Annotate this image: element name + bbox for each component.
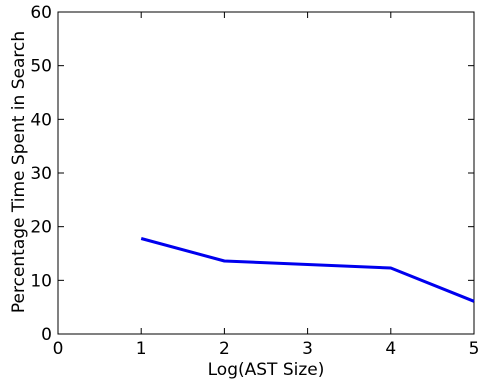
x-tick-label: 1 [136,339,147,359]
y-tick-label: 40 [30,110,52,130]
y-tick-label: 50 [30,57,52,77]
y-tick-label: 30 [30,164,52,184]
y-tick-label: 20 [30,218,52,238]
y-tick-label: 10 [30,271,52,291]
y-tick-label: 60 [30,3,52,23]
y-tick-label: 0 [41,325,52,345]
x-axis-title: Log(AST Size) [208,360,325,380]
plot-area [57,11,475,335]
x-tick-label: 2 [219,339,230,359]
plot-frame [57,11,475,335]
x-tick-label: 0 [53,339,64,359]
series-line-0 [140,237,475,303]
x-tick-label: 3 [302,339,313,359]
axis-ticks [57,11,475,335]
y-axis-title: Percentage Time Spent in Search [9,31,29,313]
x-tick-label: 4 [385,339,396,359]
x-tick-label: 5 [469,339,480,359]
